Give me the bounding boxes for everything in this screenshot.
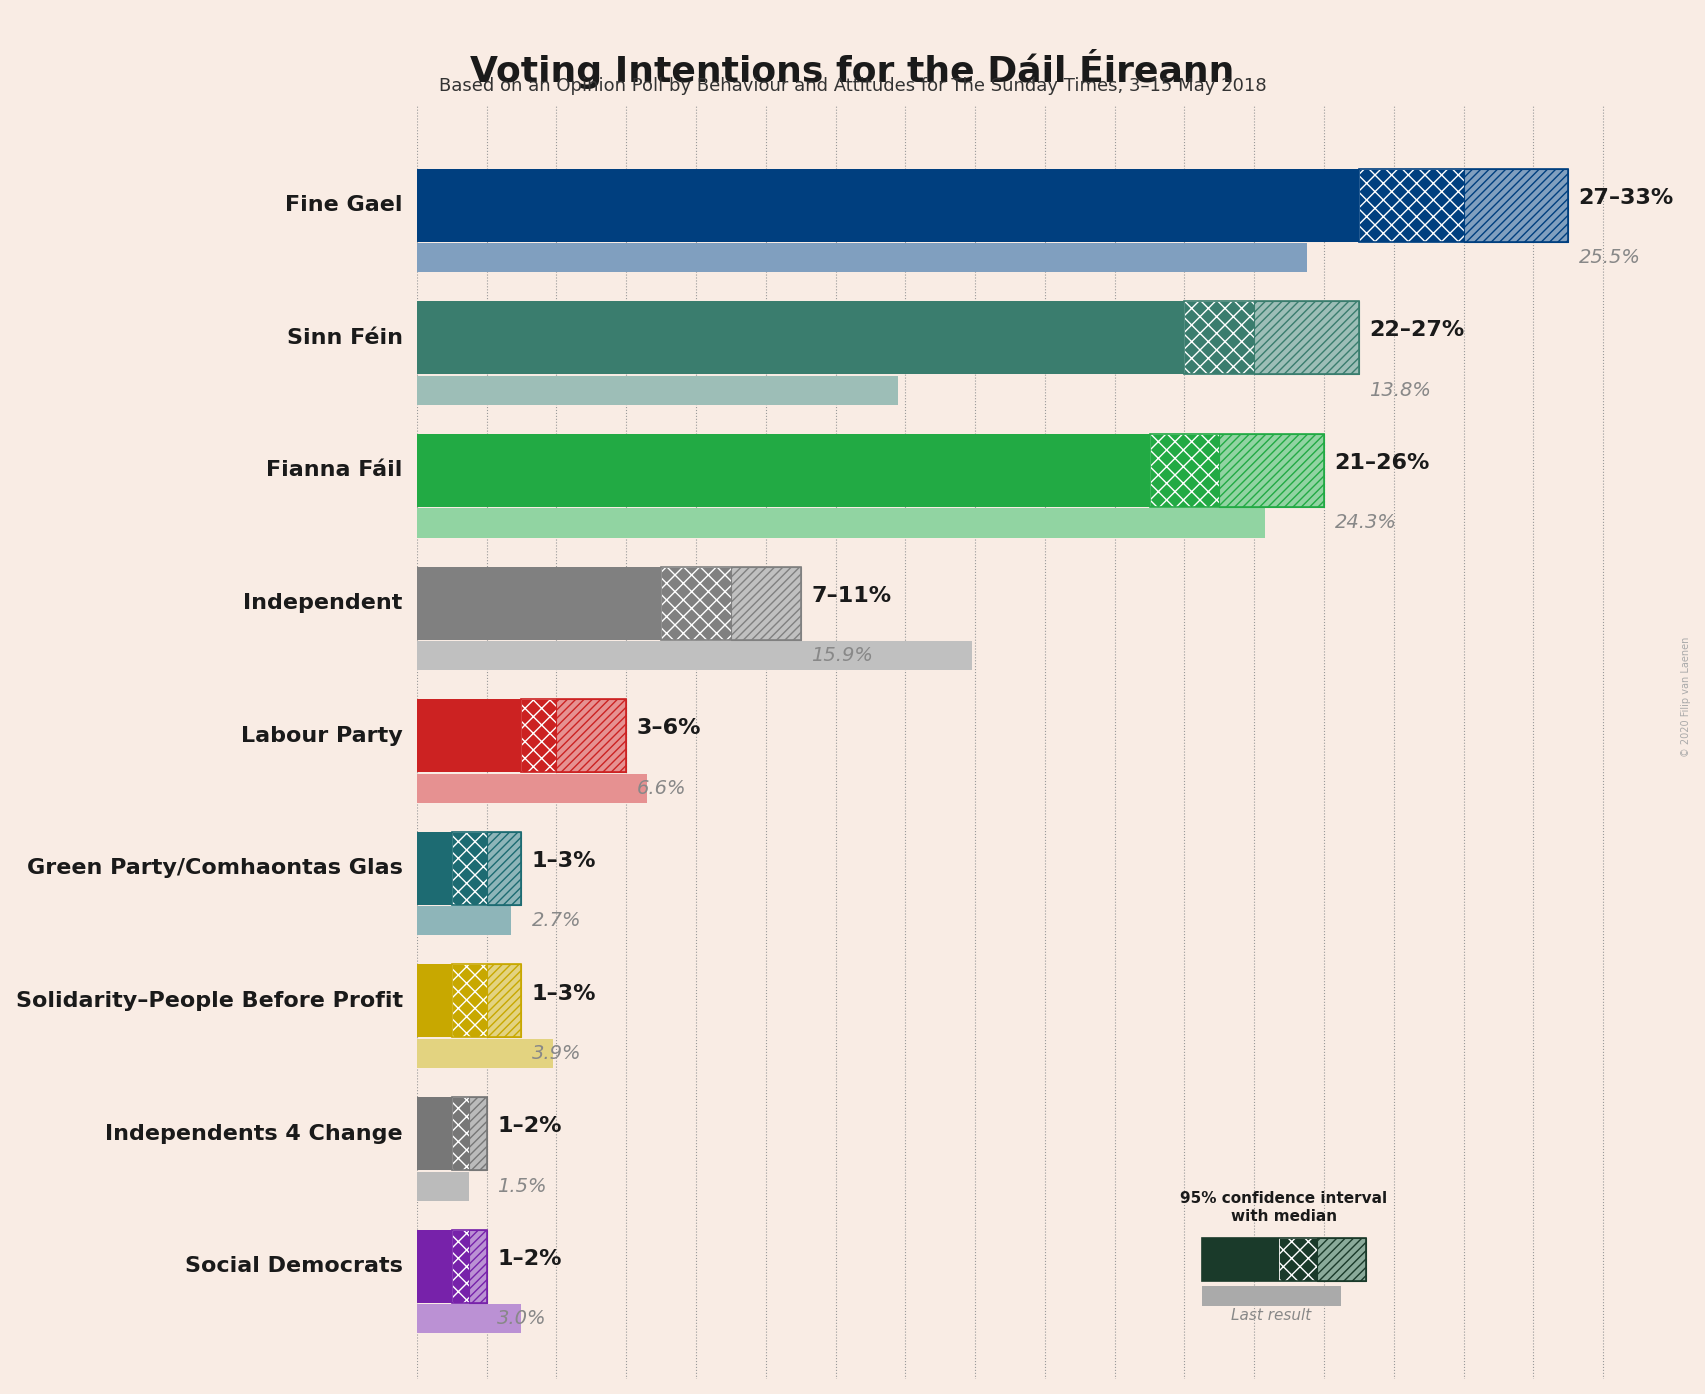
Bar	[416, 566, 662, 640]
Bar	[416, 1305, 522, 1334]
Bar	[416, 1039, 552, 1068]
Bar	[469, 1230, 486, 1303]
Bar	[416, 301, 1185, 374]
Bar	[416, 832, 452, 905]
Bar	[1149, 434, 1219, 507]
Bar	[416, 509, 1265, 538]
Text: Last result: Last result	[1231, 1308, 1311, 1323]
Bar	[416, 906, 512, 935]
Bar	[452, 965, 486, 1037]
Bar	[469, 1097, 486, 1170]
Bar	[1202, 1238, 1279, 1281]
Bar	[416, 243, 1306, 272]
Bar	[1219, 434, 1325, 507]
Bar	[452, 832, 486, 905]
Bar	[486, 965, 522, 1037]
Text: 1–3%: 1–3%	[532, 850, 597, 871]
Text: 1–3%: 1–3%	[532, 984, 597, 1004]
Bar	[416, 1230, 452, 1303]
Bar	[486, 965, 522, 1037]
Bar	[1185, 301, 1255, 374]
Text: 27–33%: 27–33%	[1579, 188, 1674, 208]
Text: 6.6%: 6.6%	[636, 779, 685, 797]
Bar	[416, 1171, 469, 1200]
Text: 25.5%: 25.5%	[1579, 248, 1640, 268]
Bar	[416, 774, 648, 803]
Bar	[486, 832, 522, 905]
Text: Fianna Fáil: Fianna Fáil	[266, 460, 402, 481]
Bar	[1279, 1238, 1316, 1281]
Text: 7–11%: 7–11%	[812, 585, 892, 606]
Text: 22–27%: 22–27%	[1369, 321, 1465, 340]
Text: © 2020 Filip van Laenen: © 2020 Filip van Laenen	[1681, 637, 1691, 757]
Bar	[522, 700, 556, 772]
Bar	[416, 169, 1359, 241]
Text: 1–2%: 1–2%	[498, 1117, 561, 1136]
Bar	[1463, 169, 1569, 241]
Bar	[452, 1230, 469, 1303]
Bar	[469, 1230, 486, 1303]
Bar	[452, 1097, 469, 1170]
Text: Labour Party: Labour Party	[240, 726, 402, 746]
Bar	[416, 434, 1149, 507]
Text: 13.8%: 13.8%	[1369, 381, 1430, 400]
Text: Voting Intentions for the Dáil Éireann: Voting Intentions for the Dáil Éireann	[471, 49, 1234, 89]
Text: 1–2%: 1–2%	[498, 1249, 561, 1269]
Bar	[1255, 301, 1359, 374]
Bar	[556, 700, 626, 772]
Bar	[1316, 1238, 1366, 1281]
Bar	[416, 965, 452, 1037]
Text: 3.9%: 3.9%	[532, 1044, 581, 1064]
Bar	[731, 566, 801, 640]
Text: Solidarity–People Before Profit: Solidarity–People Before Profit	[15, 991, 402, 1011]
Text: Independent: Independent	[244, 592, 402, 613]
Text: 21–26%: 21–26%	[1335, 453, 1430, 473]
Text: Green Party/Comhaontas Glas: Green Party/Comhaontas Glas	[27, 859, 402, 878]
Text: 3–6%: 3–6%	[636, 718, 701, 739]
Text: 95% confidence interval
with median: 95% confidence interval with median	[1180, 1190, 1388, 1224]
Text: 24.3%: 24.3%	[1335, 513, 1396, 533]
Text: 15.9%: 15.9%	[812, 645, 873, 665]
Text: 1.5%: 1.5%	[498, 1177, 547, 1196]
Bar	[1255, 301, 1359, 374]
Text: Independents 4 Change: Independents 4 Change	[106, 1124, 402, 1143]
Bar	[416, 700, 522, 772]
Bar	[662, 566, 731, 640]
Text: 2.7%: 2.7%	[532, 912, 581, 930]
Bar	[416, 1097, 452, 1170]
Bar	[731, 566, 801, 640]
Text: Sinn Féin: Sinn Féin	[286, 328, 402, 347]
Bar	[416, 641, 972, 671]
Text: Fine Gael: Fine Gael	[285, 195, 402, 215]
Bar	[1316, 1238, 1366, 1281]
Bar	[556, 700, 626, 772]
Text: Social Democrats: Social Democrats	[184, 1256, 402, 1277]
Bar	[469, 1097, 486, 1170]
Bar	[1463, 169, 1569, 241]
Bar	[1359, 169, 1463, 241]
Bar	[1202, 1285, 1342, 1306]
Text: 3.0%: 3.0%	[498, 1309, 547, 1328]
Text: Based on an Opinion Poll by Behaviour and Attitudes for The Sunday Times, 3–15 M: Based on an Opinion Poll by Behaviour an…	[438, 77, 1267, 95]
Bar	[486, 832, 522, 905]
Bar	[1219, 434, 1325, 507]
Bar	[416, 375, 899, 404]
